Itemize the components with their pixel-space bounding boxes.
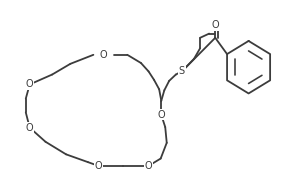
Text: O: O <box>145 161 152 171</box>
Text: O: O <box>95 161 102 171</box>
Text: O: O <box>26 123 33 133</box>
Text: O: O <box>211 20 219 30</box>
Text: O: O <box>26 79 33 89</box>
Text: O: O <box>100 50 107 60</box>
Text: S: S <box>179 66 185 76</box>
Text: O: O <box>158 110 165 120</box>
